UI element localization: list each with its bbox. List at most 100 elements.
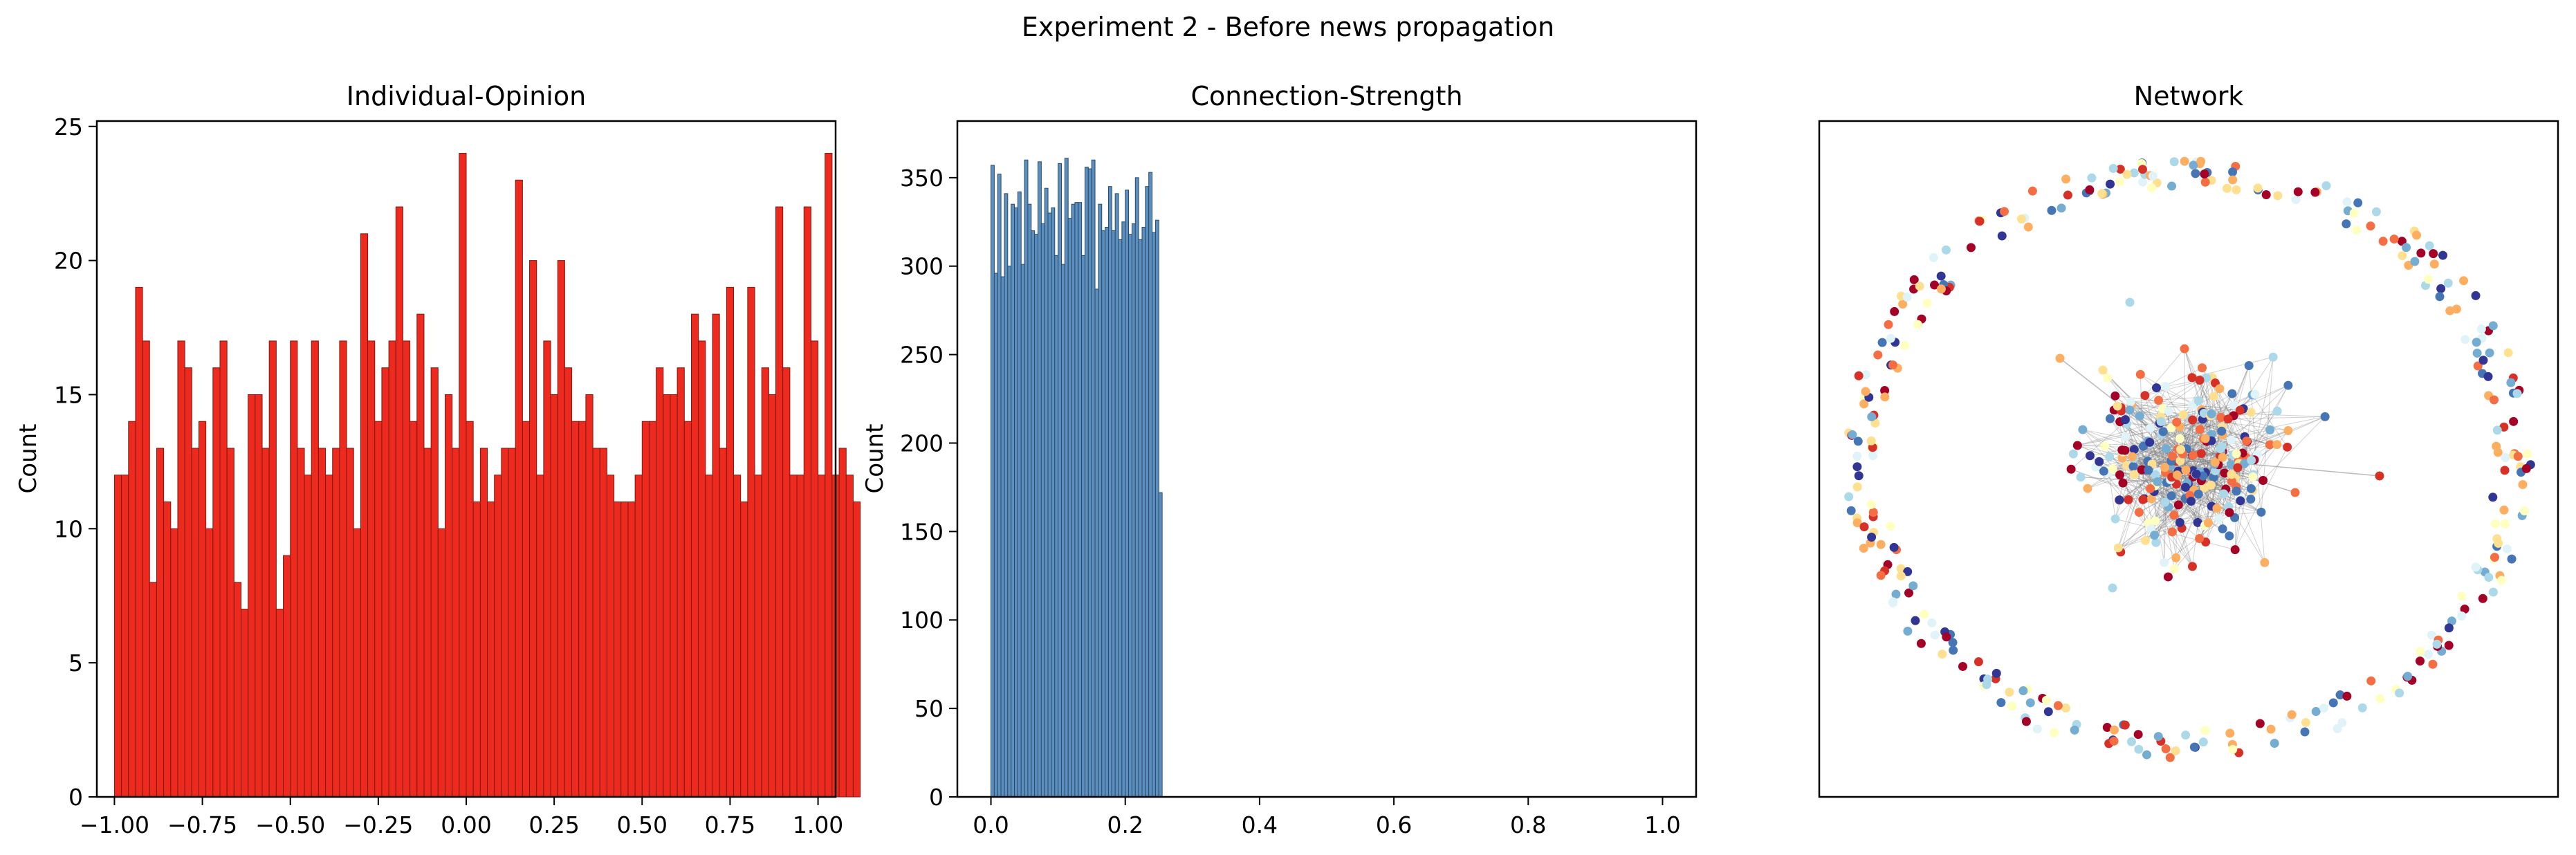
- opinion-histogram-bar: [423, 448, 432, 798]
- network-node: [2244, 361, 2254, 371]
- network-node: [1898, 300, 1908, 309]
- network-node: [2506, 378, 2516, 387]
- network-edge: [2090, 430, 2222, 457]
- network-node: [2160, 463, 2170, 472]
- network-node: [2226, 435, 2236, 445]
- network-node: [1929, 252, 1938, 262]
- network-node: [2225, 531, 2234, 541]
- network-node: [2087, 173, 2097, 183]
- opinion-histogram-bar: [656, 367, 664, 798]
- network-node: [1861, 370, 1870, 380]
- network-node: [2191, 169, 2200, 178]
- network-node: [2301, 718, 2310, 728]
- network-edge: [2117, 470, 2149, 549]
- network-edge: [2187, 482, 2241, 502]
- network-node: [2500, 466, 2510, 475]
- opinion-histogram-bar: [290, 340, 298, 798]
- network-node: [2135, 369, 2145, 379]
- opinion-histogram-bar: [233, 582, 242, 798]
- connection-histogram-bar: [1031, 230, 1036, 798]
- network-node: [2273, 191, 2283, 201]
- network-node: [1899, 340, 1909, 350]
- network-node: [1903, 626, 1913, 636]
- opinion-histogram-bar: [592, 448, 600, 798]
- network-node: [2232, 486, 2241, 496]
- network-node: [1859, 544, 1868, 553]
- network-node: [2460, 605, 2469, 614]
- connection-histogram-bar: [997, 174, 1002, 798]
- network-node: [2473, 361, 2483, 371]
- network-node: [2191, 469, 2201, 479]
- network-node: [2207, 409, 2216, 419]
- connection-histogram-bar: [1060, 264, 1065, 798]
- network-node: [2150, 531, 2160, 540]
- network-node: [2146, 183, 2156, 192]
- opinion-histogram-bar: [332, 448, 340, 798]
- network-node: [2424, 275, 2434, 284]
- network-node: [2436, 284, 2446, 293]
- connection-histogram-bar: [1105, 226, 1109, 798]
- opinion-histogram-bar: [845, 475, 854, 798]
- connection-histogram-bar: [991, 165, 995, 798]
- network-node: [2176, 445, 2186, 454]
- network-edge: [2150, 428, 2175, 569]
- network-node: [2457, 612, 2467, 621]
- connection-histogram-bar: [1038, 161, 1042, 798]
- opinion-histogram-bar: [212, 367, 221, 798]
- network-node: [2200, 726, 2210, 735]
- opinion-histogram-x-tick-label: −0.25: [343, 811, 413, 838]
- network-edge: [2110, 418, 2169, 508]
- connection-histogram-bar: [1111, 230, 1116, 798]
- network-node: [1941, 245, 1951, 255]
- connection-histogram-y-tick-label: 300: [900, 253, 944, 280]
- opinion-histogram-bar: [803, 206, 811, 798]
- opinion-histogram-bar: [374, 421, 383, 798]
- connection-histogram-bar: [1004, 193, 1009, 798]
- network-node: [2250, 389, 2260, 399]
- network-node: [2129, 168, 2139, 178]
- network-edge: [2143, 445, 2171, 466]
- network-node: [2055, 353, 2065, 363]
- connection-histogram-bar: [1084, 166, 1089, 798]
- network-node: [1852, 482, 1862, 492]
- connection-histogram-bar: [1128, 234, 1132, 798]
- opinion-histogram-bar: [416, 313, 425, 798]
- network-node: [2227, 477, 2236, 486]
- network-edge: [2147, 419, 2203, 462]
- network-node: [2438, 250, 2448, 260]
- connection-histogram-bar: [1017, 191, 1022, 798]
- connection-histogram-bars: [991, 158, 1163, 798]
- network-edge: [2129, 410, 2288, 432]
- opinion-histogram-bar: [578, 421, 587, 798]
- network-node: [2472, 338, 2481, 347]
- connection-histogram-bar: [1024, 159, 1029, 798]
- network-node: [2293, 187, 2303, 196]
- opinion-histogram-y-tick-label: 25: [54, 113, 83, 140]
- network-node: [1868, 508, 1878, 517]
- network-edge: [2128, 413, 2205, 500]
- network-node: [2057, 203, 2066, 213]
- opinion-histogram-bar: [719, 448, 727, 798]
- network-node: [2125, 405, 2135, 415]
- network-node: [2444, 641, 2454, 650]
- network-node: [2195, 534, 2205, 544]
- network-node: [2146, 494, 2156, 504]
- network-node: [2137, 465, 2146, 475]
- network-edge: [2213, 396, 2234, 416]
- network-node: [2125, 297, 2135, 307]
- network-node: [2167, 527, 2177, 537]
- network-node: [2488, 587, 2498, 597]
- network-node: [2169, 157, 2179, 167]
- network-node: [1930, 280, 1940, 290]
- network-node: [2209, 392, 2218, 401]
- network-node: [2023, 222, 2033, 232]
- network-node: [2328, 698, 2338, 708]
- network-edge: [2203, 439, 2252, 499]
- network-node: [2135, 411, 2144, 421]
- network-node: [2503, 348, 2513, 358]
- network-edge: [2252, 394, 2288, 448]
- network-node: [2156, 416, 2166, 426]
- network-node: [2219, 489, 2229, 499]
- network-node: [2398, 251, 2407, 261]
- network-node: [2502, 544, 2512, 554]
